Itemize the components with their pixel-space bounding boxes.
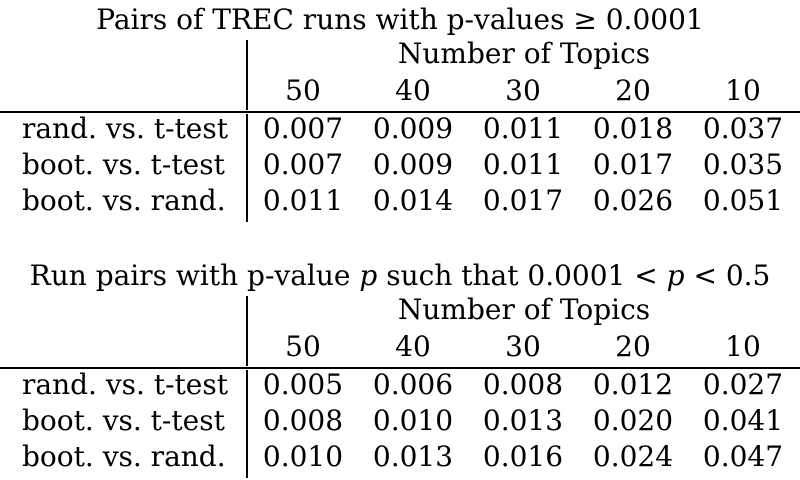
table-cell: 0.026 xyxy=(592,184,674,217)
group-header: Number of Topics xyxy=(397,293,651,326)
row-label: boot. vs. rand. xyxy=(22,184,226,217)
title-text: Run pairs with p-value xyxy=(29,259,360,292)
title-text: < 0.5 xyxy=(684,259,771,292)
table-cell: 0.013 xyxy=(482,404,564,437)
column-header: 50 xyxy=(285,74,321,107)
horizontal-rule xyxy=(0,111,800,113)
table-cell: 0.020 xyxy=(592,404,674,437)
column-header: 20 xyxy=(615,330,651,363)
vertical-rule xyxy=(246,114,248,222)
table-cell: 0.009 xyxy=(372,112,454,145)
table-cell: 0.024 xyxy=(592,440,674,473)
table-cell: 0.011 xyxy=(482,112,564,145)
table-cell: 0.007 xyxy=(262,148,344,181)
vertical-rule xyxy=(246,296,248,366)
table-cell: 0.008 xyxy=(482,368,564,401)
column-header: 10 xyxy=(725,330,761,363)
table-cell: 0.010 xyxy=(372,404,454,437)
horizontal-rule xyxy=(0,367,800,369)
table-cell: 0.005 xyxy=(262,368,344,401)
row-label: rand. vs. t-test xyxy=(22,112,228,145)
table-cell: 0.047 xyxy=(702,440,784,473)
table-cell: 0.051 xyxy=(702,184,784,217)
table-cell: 0.007 xyxy=(262,112,344,145)
table-cell: 0.017 xyxy=(482,184,564,217)
column-header: 40 xyxy=(395,330,431,363)
title-variable: p xyxy=(359,259,378,292)
table-cell: 0.037 xyxy=(702,112,784,145)
table-cell: 0.010 xyxy=(262,440,344,473)
table-cell: 0.013 xyxy=(372,440,454,473)
column-header: 40 xyxy=(395,74,431,107)
table-cell: 0.012 xyxy=(592,368,674,401)
table-cell: 0.008 xyxy=(262,404,344,437)
column-header: 30 xyxy=(505,330,541,363)
table-title: Pairs of TREC runs with p-values ≥ 0.000… xyxy=(96,3,704,36)
table-cell: 0.011 xyxy=(262,184,344,217)
table-cell: 0.018 xyxy=(592,112,674,145)
group-header: Number of Topics xyxy=(397,37,651,70)
column-header: 50 xyxy=(285,330,321,363)
vertical-rule xyxy=(246,40,248,110)
column-header: 20 xyxy=(615,74,651,107)
row-label: boot. vs. t-test xyxy=(22,404,225,437)
table-cell: 0.017 xyxy=(592,148,674,181)
column-header: 10 xyxy=(725,74,761,107)
table-cell: 0.009 xyxy=(372,148,454,181)
row-label: rand. vs. t-test xyxy=(22,368,228,401)
table-cell: 0.006 xyxy=(372,368,454,401)
table-cell: 0.014 xyxy=(372,184,454,217)
table-cell: 0.035 xyxy=(702,148,784,181)
column-header: 30 xyxy=(505,74,541,107)
table-title: Run pairs with p-value p such that 0.000… xyxy=(0,258,800,294)
table-cell: 0.011 xyxy=(482,148,564,181)
row-label: boot. vs. rand. xyxy=(22,440,226,473)
table-cell: 0.016 xyxy=(482,440,564,473)
table-cell: 0.027 xyxy=(702,368,784,401)
title-text: such that 0.0001 < xyxy=(377,259,667,292)
table-cell: 0.041 xyxy=(702,404,784,437)
vertical-rule xyxy=(246,370,248,478)
title-variable: p xyxy=(666,259,685,292)
row-label: boot. vs. t-test xyxy=(22,148,225,181)
